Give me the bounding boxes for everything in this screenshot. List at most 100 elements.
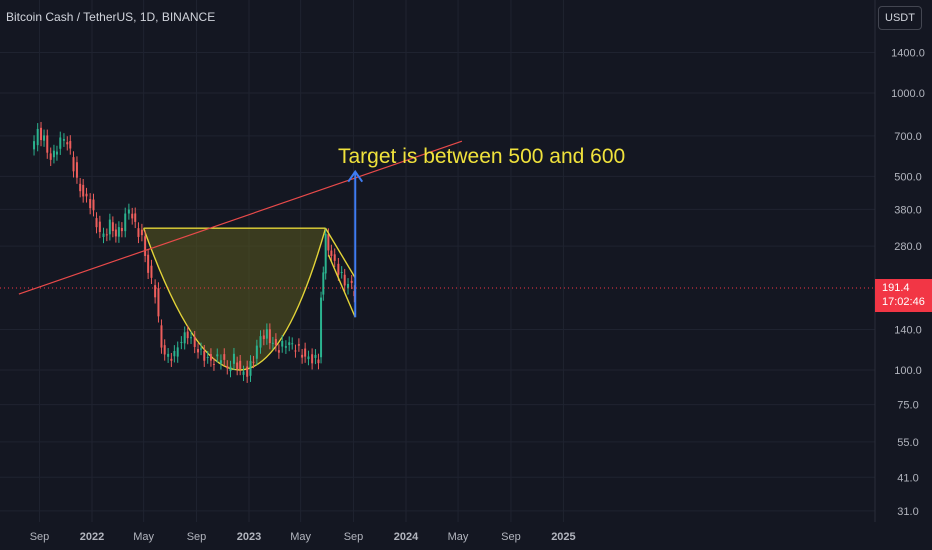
candle	[249, 361, 252, 376]
drawings-layer	[18, 140, 463, 318]
candle	[226, 366, 229, 369]
candle	[36, 128, 39, 146]
candle	[98, 221, 101, 232]
candle	[209, 354, 212, 361]
candle	[333, 254, 336, 261]
candle	[55, 151, 58, 155]
candle	[144, 236, 147, 256]
candle	[108, 219, 111, 235]
candle	[252, 361, 255, 363]
x-tick-label: 2022	[80, 531, 104, 543]
candle	[69, 141, 72, 149]
candle	[193, 336, 196, 347]
last-price-badge: 191.4 17:02:46	[875, 279, 932, 312]
candle	[183, 332, 186, 344]
candle	[120, 227, 123, 232]
candle	[131, 213, 134, 219]
x-tick-label: Sep	[187, 531, 207, 543]
candle	[271, 342, 274, 344]
candle-series	[33, 121, 356, 383]
cup-curve	[142, 227, 327, 371]
flag-channel-line	[324, 227, 356, 279]
candle	[147, 254, 150, 273]
candle	[59, 137, 62, 149]
candle	[186, 331, 189, 339]
candle	[127, 209, 130, 214]
candle	[160, 325, 163, 348]
candle	[134, 213, 137, 222]
x-tick-label: Sep	[30, 531, 50, 543]
candle	[190, 337, 193, 339]
candle	[291, 343, 294, 345]
y-tick-label: 31.0	[897, 506, 918, 518]
candle	[105, 234, 108, 236]
candle	[95, 218, 98, 228]
x-tick-label: 2024	[394, 531, 419, 543]
candle	[40, 127, 43, 141]
candle	[242, 371, 245, 375]
symbol-title: Bitcoin Cash / TetherUS, 1D, BINANCE	[6, 10, 216, 24]
candle	[72, 157, 75, 172]
price-axis[interactable]: 1400.0 1000.0 700.0 500.0 380.0 280.0 140.0 100…	[891, 48, 925, 518]
x-tick-label: May	[448, 531, 469, 543]
candle	[89, 199, 92, 209]
candle	[322, 272, 325, 295]
candle	[268, 329, 271, 344]
candle	[307, 356, 310, 360]
last-price-value: 191.4	[882, 282, 910, 294]
candle	[284, 346, 287, 348]
candle	[203, 350, 206, 361]
candle	[294, 350, 297, 352]
y-tick-label: 280.0	[894, 241, 922, 253]
candle	[311, 354, 314, 364]
candle	[330, 250, 333, 256]
candle	[150, 265, 153, 278]
candle	[43, 135, 46, 141]
y-tick-label: 1400.0	[891, 48, 925, 60]
candle	[137, 228, 140, 237]
candle	[274, 339, 277, 346]
candle	[255, 345, 258, 359]
candle	[223, 354, 226, 360]
candle	[92, 199, 95, 211]
candle	[297, 344, 300, 346]
candle	[114, 229, 117, 237]
y-tick-label: 700.0	[894, 131, 922, 143]
candle	[124, 213, 127, 232]
candle	[239, 360, 242, 370]
candle	[157, 288, 160, 317]
resistance-trendline	[18, 140, 463, 295]
candle	[140, 229, 143, 236]
candle	[85, 193, 88, 197]
candle	[324, 233, 327, 274]
y-tick-label: 100.0	[894, 365, 922, 377]
y-tick-label: 55.0	[897, 437, 918, 449]
time-axis[interactable]: Sep 2022 May Sep 2023 May Sep 2024 May Sep 2025	[30, 531, 576, 543]
y-tick-label: 75.0	[897, 400, 918, 412]
candle	[347, 283, 350, 289]
candle	[232, 353, 235, 364]
target-arrow-head	[347, 169, 364, 183]
candle	[117, 227, 120, 237]
candle	[259, 336, 262, 348]
candle	[49, 153, 52, 160]
candle	[262, 335, 265, 340]
candle	[343, 274, 346, 286]
candle	[82, 184, 85, 197]
x-tick-label: May	[290, 531, 311, 543]
candle	[163, 345, 166, 355]
x-tick-label: 2025	[551, 531, 575, 543]
candle	[66, 142, 69, 145]
currency-button[interactable]: USDT	[878, 6, 922, 30]
candle	[304, 348, 307, 357]
candle	[277, 350, 280, 353]
x-tick-label: Sep	[501, 531, 521, 543]
candle	[75, 162, 78, 178]
candle	[236, 362, 239, 370]
candle	[212, 363, 215, 365]
candle	[327, 234, 330, 251]
candle	[281, 341, 284, 347]
candle	[246, 366, 249, 377]
